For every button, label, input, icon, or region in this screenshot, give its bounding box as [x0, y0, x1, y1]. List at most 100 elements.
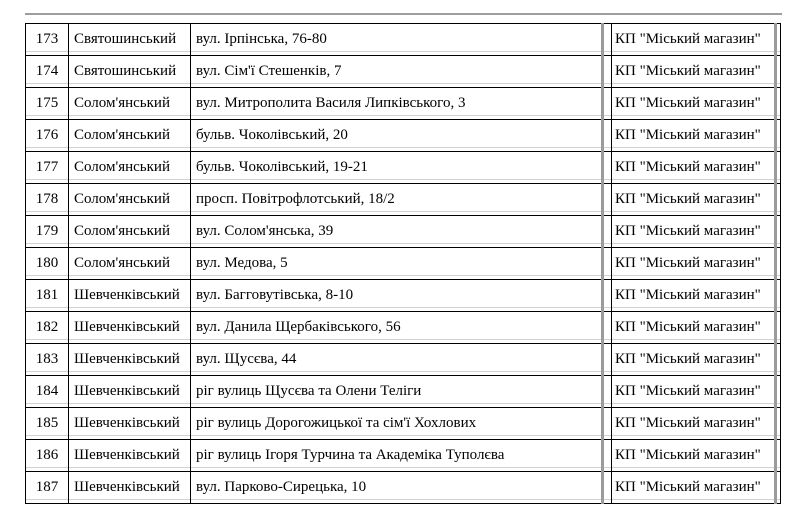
address-cell: бульв. Чоколівський, 19-21 — [190, 151, 603, 184]
address-cell: бульв. Чоколівський, 20 — [190, 119, 603, 152]
address-cell: вул. Медова, 5 — [190, 247, 603, 280]
table-row: 176 Солом'янський бульв. Чоколівський, 20 К… — [25, 119, 781, 152]
spacer-cell — [601, 407, 612, 440]
edge-spacer-cell — [774, 471, 781, 504]
spacer-cell — [601, 215, 612, 248]
edge-spacer-cell — [774, 215, 781, 248]
row-number-cell: 183 — [25, 343, 69, 376]
supplier-cell: КП "Міський магазин" — [611, 55, 776, 88]
spacer-cell — [601, 311, 612, 344]
address-cell: вул. Митрополита Василя Липківського, 3 — [190, 87, 603, 120]
row-number-cell: 177 — [25, 151, 69, 184]
spacer-cell — [601, 247, 612, 280]
spacer-cell — [601, 439, 612, 472]
cut-off-row-border — [25, 13, 782, 15]
table-body: 173 Святошинський вул. Ірпінська, 76-80 КП … — [25, 23, 781, 504]
table-row: 187 Шевченківський вул. Парково-Сирецька, … — [25, 471, 781, 504]
address-cell: вул. Щусєва, 44 — [190, 343, 603, 376]
address-cell: вул. Парково-Сирецька, 10 — [190, 471, 603, 504]
edge-spacer-cell — [774, 279, 781, 312]
table-row: 178 Солом'янський просп. Повітрофлотський,… — [25, 183, 781, 216]
row-number-cell: 175 — [25, 87, 69, 120]
district-cell: Шевченківський — [68, 311, 191, 344]
table-row: 179 Солом'янський вул. Солом'янська, 39 КП … — [25, 215, 781, 248]
row-number-cell: 184 — [25, 375, 69, 408]
edge-spacer-cell — [774, 183, 781, 216]
row-number-cell: 179 — [25, 215, 69, 248]
row-number-cell: 182 — [25, 311, 69, 344]
edge-spacer-cell — [774, 119, 781, 152]
spacer-cell — [601, 55, 612, 88]
spacer-cell — [601, 23, 612, 56]
district-cell: Солом'янський — [68, 119, 191, 152]
table-row: 185 Шевченківський ріг вулиць Дорогожицько… — [25, 407, 781, 440]
edge-spacer-cell — [774, 23, 781, 56]
spacer-cell — [601, 279, 612, 312]
supplier-cell: КП "Міський магазин" — [611, 343, 776, 376]
address-cell: вул. Данила Щербаківського, 56 — [190, 311, 603, 344]
table-row: 177 Солом'янський бульв. Чоколівський, 19-… — [25, 151, 781, 184]
address-cell: ріг вулиць Ігоря Турчина та Академіка Ту… — [190, 439, 603, 472]
edge-spacer-cell — [774, 55, 781, 88]
district-cell: Святошинський — [68, 55, 191, 88]
supplier-cell: КП "Міський магазин" — [611, 183, 776, 216]
spacer-cell — [601, 471, 612, 504]
supplier-cell: КП "Міський магазин" — [611, 407, 776, 440]
supplier-cell: КП "Міський магазин" — [611, 151, 776, 184]
address-cell: ріг вулиць Щусєва та Олени Теліги — [190, 375, 603, 408]
district-cell: Шевченківський — [68, 375, 191, 408]
district-cell: Шевченківський — [68, 439, 191, 472]
spacer-cell — [601, 151, 612, 184]
table-row: 181 Шевченківський вул. Багговутівська, 8-… — [25, 279, 781, 312]
district-cell: Солом'янський — [68, 183, 191, 216]
supplier-cell: КП "Міський магазин" — [611, 247, 776, 280]
table-row: 183 Шевченківський вул. Щусєва, 44 КП "Місь… — [25, 343, 781, 376]
spacer-cell — [601, 375, 612, 408]
edge-spacer-cell — [774, 151, 781, 184]
supplier-cell: КП "Міський магазин" — [611, 311, 776, 344]
edge-spacer-cell — [774, 407, 781, 440]
spacer-cell — [601, 87, 612, 120]
spacer-cell — [601, 119, 612, 152]
address-cell: вул. Сім'ї Стешенків, 7 — [190, 55, 603, 88]
edge-spacer-cell — [774, 343, 781, 376]
spacer-cell — [601, 183, 612, 216]
locations-table: 173 Святошинський вул. Ірпінська, 76-80 КП … — [25, 23, 781, 504]
spacer-cell — [601, 343, 612, 376]
edge-spacer-cell — [774, 87, 781, 120]
district-cell: Солом'янський — [68, 151, 191, 184]
district-cell: Солом'янський — [68, 215, 191, 248]
supplier-cell: КП "Міський магазин" — [611, 375, 776, 408]
table-row: 186 Шевченківський ріг вулиць Ігоря Турчин… — [25, 439, 781, 472]
district-cell: Шевченківський — [68, 471, 191, 504]
row-number-cell: 187 — [25, 471, 69, 504]
row-number-cell: 185 — [25, 407, 69, 440]
table-row: 180 Солом'янський вул. Медова, 5 КП "Міськи… — [25, 247, 781, 280]
district-cell: Солом'янський — [68, 247, 191, 280]
row-number-cell: 180 — [25, 247, 69, 280]
edge-spacer-cell — [774, 247, 781, 280]
address-cell: просп. Повітрофлотський, 18/2 — [190, 183, 603, 216]
supplier-cell: КП "Міський магазин" — [611, 279, 776, 312]
edge-spacer-cell — [774, 311, 781, 344]
supplier-cell: КП "Міський магазин" — [611, 119, 776, 152]
row-number-cell: 186 — [25, 439, 69, 472]
address-cell: ріг вулиць Дорогожицької та сім'ї Хохлов… — [190, 407, 603, 440]
row-number-cell: 176 — [25, 119, 69, 152]
row-number-cell: 173 — [25, 23, 69, 56]
supplier-cell: КП "Міський магазин" — [611, 471, 776, 504]
supplier-cell: КП "Міський магазин" — [611, 87, 776, 120]
district-cell: Шевченківський — [68, 279, 191, 312]
row-number-cell: 181 — [25, 279, 69, 312]
district-cell: Шевченківський — [68, 407, 191, 440]
address-cell: вул. Багговутівська, 8-10 — [190, 279, 603, 312]
edge-spacer-cell — [774, 375, 781, 408]
district-cell: Святошинський — [68, 23, 191, 56]
supplier-cell: КП "Міський магазин" — [611, 215, 776, 248]
table-row: 184 Шевченківський ріг вулиць Щусєва та Ол… — [25, 375, 781, 408]
address-cell: вул. Ірпінська, 76-80 — [190, 23, 603, 56]
table-row: 182 Шевченківський вул. Данила Щербаківськ… — [25, 311, 781, 344]
supplier-cell: КП "Міський магазин" — [611, 439, 776, 472]
